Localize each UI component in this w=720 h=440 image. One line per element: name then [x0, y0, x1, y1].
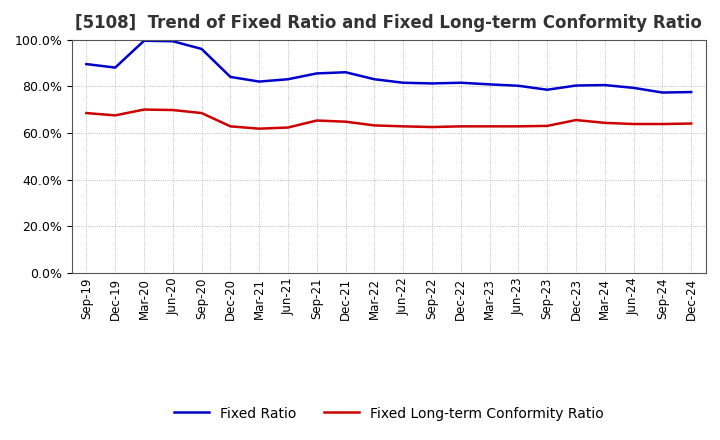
- Fixed Long-term Conformity Ratio: [629, 121, 638, 127]
- Fixed Ratio: [629, 85, 638, 91]
- Legend: Fixed Ratio, Fixed Long-term Conformity Ratio: Fixed Ratio, Fixed Long-term Conformity …: [168, 401, 609, 426]
- Fixed Ratio: [255, 79, 264, 84]
- Fixed Ratio: [284, 77, 292, 82]
- Fixed Ratio: [600, 82, 609, 88]
- Fixed Long-term Conformity Ratio: [543, 123, 552, 128]
- Fixed Long-term Conformity Ratio: [82, 110, 91, 116]
- Fixed Long-term Conformity Ratio: [312, 118, 321, 123]
- Fixed Ratio: [226, 74, 235, 80]
- Fixed Ratio: [197, 46, 206, 51]
- Fixed Long-term Conformity Ratio: [485, 124, 494, 129]
- Fixed Long-term Conformity Ratio: [111, 113, 120, 118]
- Fixed Ratio: [341, 70, 350, 75]
- Fixed Ratio: [572, 83, 580, 88]
- Fixed Long-term Conformity Ratio: [687, 121, 696, 126]
- Fixed Ratio: [168, 39, 177, 44]
- Fixed Long-term Conformity Ratio: [140, 107, 148, 112]
- Line: Fixed Ratio: Fixed Ratio: [86, 41, 691, 92]
- Fixed Long-term Conformity Ratio: [284, 125, 292, 130]
- Fixed Ratio: [485, 82, 494, 87]
- Fixed Long-term Conformity Ratio: [168, 107, 177, 113]
- Fixed Ratio: [687, 89, 696, 95]
- Fixed Ratio: [370, 77, 379, 82]
- Fixed Ratio: [399, 80, 408, 85]
- Fixed Ratio: [658, 90, 667, 95]
- Fixed Ratio: [312, 71, 321, 76]
- Fixed Long-term Conformity Ratio: [255, 126, 264, 131]
- Fixed Long-term Conformity Ratio: [572, 117, 580, 123]
- Fixed Long-term Conformity Ratio: [514, 124, 523, 129]
- Fixed Long-term Conformity Ratio: [600, 120, 609, 125]
- Fixed Ratio: [514, 83, 523, 88]
- Fixed Ratio: [111, 65, 120, 70]
- Fixed Ratio: [456, 80, 465, 85]
- Fixed Long-term Conformity Ratio: [197, 110, 206, 116]
- Fixed Ratio: [140, 38, 148, 44]
- Fixed Long-term Conformity Ratio: [456, 124, 465, 129]
- Fixed Long-term Conformity Ratio: [428, 125, 436, 130]
- Fixed Ratio: [543, 87, 552, 92]
- Fixed Ratio: [82, 62, 91, 67]
- Line: Fixed Long-term Conformity Ratio: Fixed Long-term Conformity Ratio: [86, 110, 691, 128]
- Fixed Ratio: [428, 81, 436, 86]
- Fixed Long-term Conformity Ratio: [399, 124, 408, 129]
- Fixed Long-term Conformity Ratio: [370, 123, 379, 128]
- Title: [5108]  Trend of Fixed Ratio and Fixed Long-term Conformity Ratio: [5108] Trend of Fixed Ratio and Fixed Lo…: [76, 15, 702, 33]
- Fixed Long-term Conformity Ratio: [341, 119, 350, 125]
- Fixed Long-term Conformity Ratio: [658, 121, 667, 127]
- Fixed Long-term Conformity Ratio: [226, 124, 235, 129]
